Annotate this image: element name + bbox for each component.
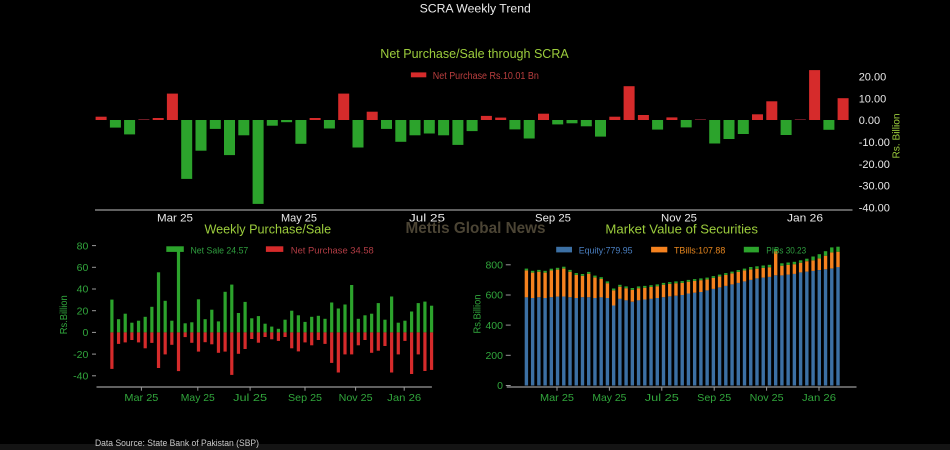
svg-text:-20.00: -20.00 bbox=[859, 159, 890, 171]
svg-text:TBills:107.88: TBills:107.88 bbox=[674, 246, 725, 257]
svg-text:Market Value of Securities: Market Value of Securities bbox=[605, 222, 758, 236]
svg-text:600: 600 bbox=[485, 290, 503, 302]
svg-text:Jan 26: Jan 26 bbox=[787, 213, 823, 225]
svg-text:60: 60 bbox=[77, 262, 89, 274]
svg-text:Net Purchase/Sale through SCRA: Net Purchase/Sale through SCRA bbox=[380, 46, 569, 61]
svg-text:-30.00: -30.00 bbox=[859, 181, 890, 193]
svg-text:-40.00: -40.00 bbox=[859, 202, 890, 214]
svg-text:Equity:779.95: Equity:779.95 bbox=[579, 246, 633, 257]
svg-text:Nov 25: Nov 25 bbox=[339, 392, 373, 404]
svg-text:800: 800 bbox=[485, 259, 503, 271]
svg-text:Rs.Billion: Rs.Billion bbox=[59, 295, 70, 334]
svg-text:-10.00: -10.00 bbox=[859, 137, 890, 149]
svg-text:Rs.Billion: Rs.Billion bbox=[473, 295, 484, 334]
svg-text:20.00: 20.00 bbox=[859, 72, 887, 84]
svg-text:PIBs 30.23: PIBs 30.23 bbox=[766, 246, 806, 257]
svg-text:Weekly Purchase/Sale: Weekly Purchase/Sale bbox=[204, 223, 331, 237]
svg-text:Net Sale 24.57: Net Sale 24.57 bbox=[191, 246, 249, 257]
svg-text:80: 80 bbox=[77, 240, 89, 252]
svg-text:40: 40 bbox=[77, 284, 89, 296]
svg-text:Jan 26: Jan 26 bbox=[387, 392, 421, 404]
svg-text:Rs. Billion: Rs. Billion bbox=[892, 114, 903, 159]
svg-text:20: 20 bbox=[77, 305, 89, 317]
svg-text:Nov 25: Nov 25 bbox=[750, 392, 784, 404]
svg-text:Data Source: State Bank of Pak: Data Source: State Bank of Pakistan (SBP… bbox=[95, 438, 259, 448]
svg-text:Sep 25: Sep 25 bbox=[697, 392, 731, 404]
svg-text:10.00: 10.00 bbox=[859, 93, 887, 105]
svg-text:Mar 25: Mar 25 bbox=[157, 213, 193, 225]
svg-text:Jul 25: Jul 25 bbox=[233, 392, 267, 404]
svg-text:Mar 25: Mar 25 bbox=[124, 392, 158, 404]
svg-text:400: 400 bbox=[485, 320, 503, 332]
svg-text:Jul 25: Jul 25 bbox=[409, 213, 445, 225]
svg-text:0.00: 0.00 bbox=[859, 115, 880, 127]
svg-text:Net Purchase Rs.10.01 Bn: Net Purchase Rs.10.01 Bn bbox=[433, 71, 539, 82]
svg-text:Jul 25: Jul 25 bbox=[645, 392, 679, 404]
svg-text:-40: -40 bbox=[73, 371, 88, 383]
svg-text:May 25: May 25 bbox=[592, 392, 626, 404]
svg-text:-20: -20 bbox=[73, 349, 88, 361]
svg-text:200: 200 bbox=[485, 350, 503, 362]
svg-text:Mar 25: Mar 25 bbox=[540, 392, 574, 404]
svg-text:Nov 25: Nov 25 bbox=[661, 213, 697, 225]
svg-text:Sep 25: Sep 25 bbox=[288, 392, 322, 404]
svg-text:0: 0 bbox=[82, 327, 88, 339]
svg-text:Sep 25: Sep 25 bbox=[535, 213, 571, 225]
svg-text:May 25: May 25 bbox=[281, 213, 317, 225]
svg-text:Jan 26: Jan 26 bbox=[802, 392, 836, 404]
svg-text:Net Purchase 34.58: Net Purchase 34.58 bbox=[291, 246, 374, 257]
svg-text:0: 0 bbox=[497, 380, 503, 392]
svg-text:SCRA Weekly Trend: SCRA Weekly Trend bbox=[420, 2, 531, 16]
svg-text:Mettis Global News: Mettis Global News bbox=[406, 220, 546, 237]
svg-text:May 25: May 25 bbox=[181, 392, 215, 404]
